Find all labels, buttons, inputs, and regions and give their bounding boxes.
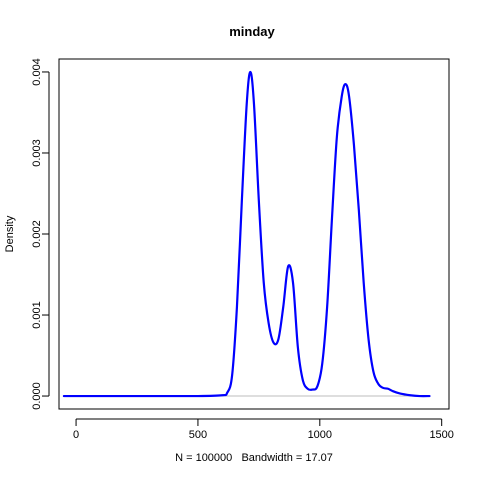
x-tick-label: 500 xyxy=(189,429,207,441)
x-axis: 0 500 1000 1500 xyxy=(73,418,454,441)
y-tick-label: 0.002 xyxy=(31,220,43,248)
plot-area xyxy=(58,58,450,410)
y-tick-label: 0.001 xyxy=(31,301,43,329)
chart-title: minday xyxy=(229,24,275,39)
x-tick-label: 1000 xyxy=(308,429,332,441)
x-tick-label: 0 xyxy=(73,429,79,441)
y-axis-label: Density xyxy=(4,215,16,252)
x-axis-label: N = 100000 Bandwidth = 17.07 xyxy=(175,452,333,464)
x-tick-label: 1500 xyxy=(429,429,453,441)
y-axis: 0.000 0.001 0.002 0.003 0.004 xyxy=(31,58,50,410)
y-tick-label: 0.004 xyxy=(31,58,43,86)
plot-frame xyxy=(58,58,450,410)
y-tick-label: 0.000 xyxy=(31,382,43,410)
density-line xyxy=(62,70,431,398)
y-tick-label: 0.003 xyxy=(31,139,43,167)
